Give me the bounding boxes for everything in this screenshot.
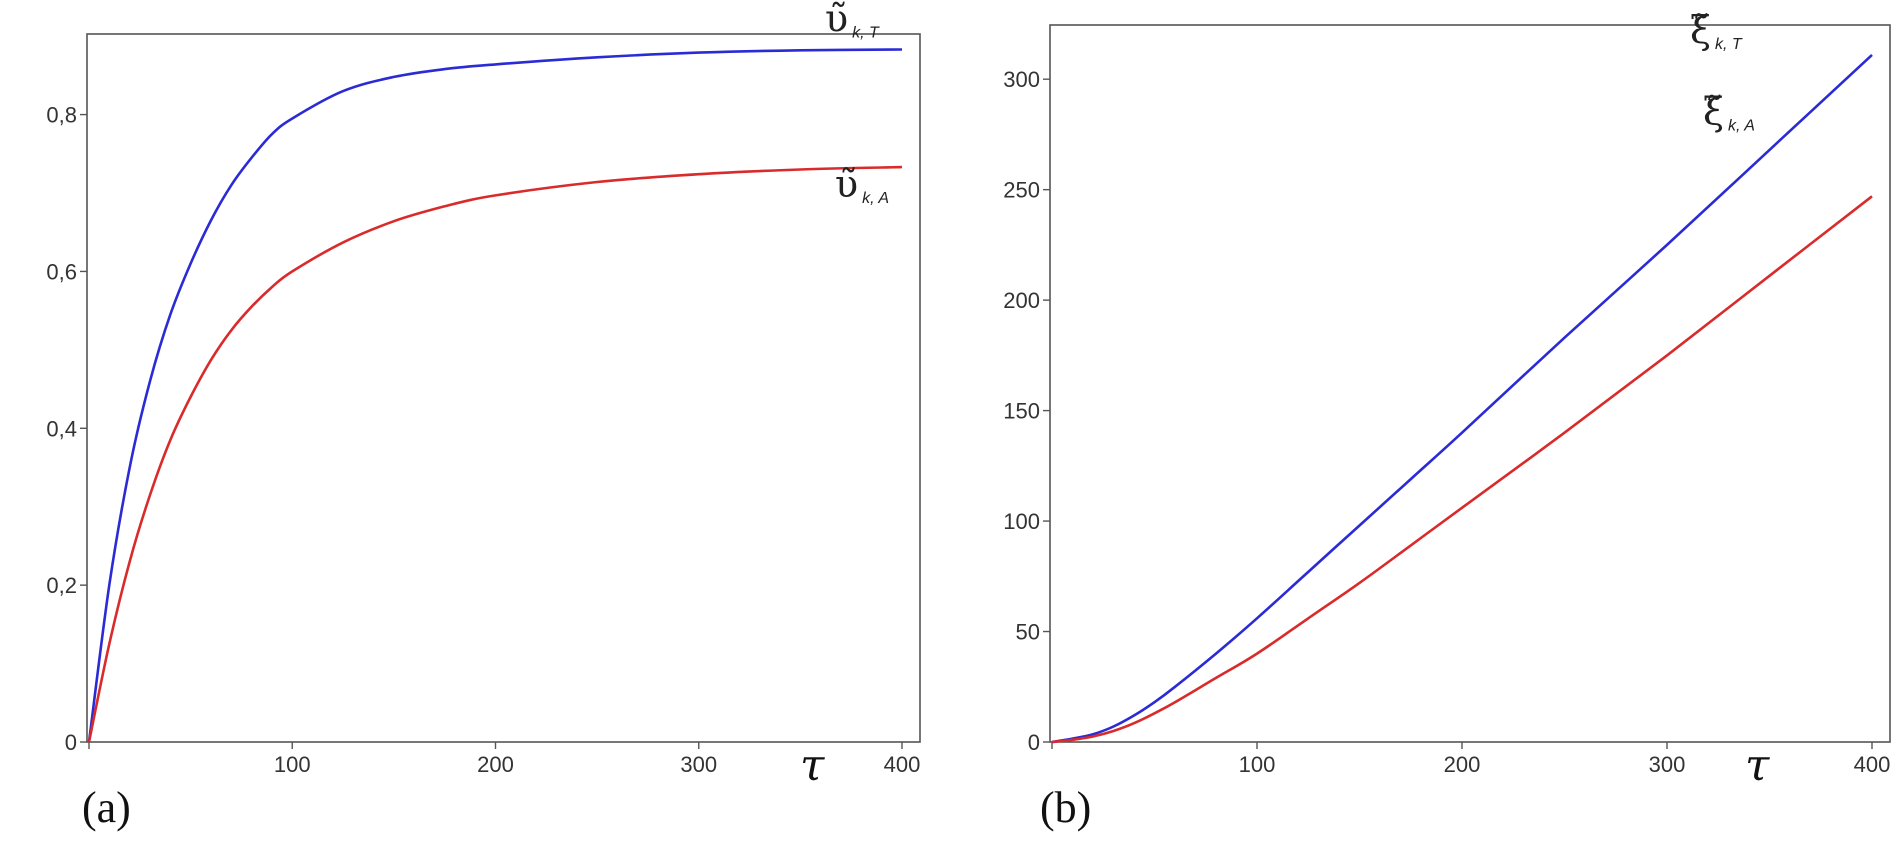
y-tick-label: 150 bbox=[1003, 399, 1040, 424]
y-tick-label: 0,4 bbox=[46, 416, 77, 441]
x-tick-label: 100 bbox=[1239, 752, 1276, 777]
y-tick-label: 0 bbox=[65, 730, 77, 755]
x-tick-label: 400 bbox=[884, 752, 921, 777]
y-tick-label: 200 bbox=[1003, 288, 1040, 313]
chart-panel-b: 0 50 100 150 200 250 300 100 200 300 400 τ (b) ξ̃ k, T… bbox=[1003, 8, 1891, 832]
series-label: υ̃ k, A bbox=[835, 162, 889, 207]
x-tick-label: 100 bbox=[274, 752, 311, 777]
y-tick-label: 250 bbox=[1003, 178, 1040, 203]
x-axis-label: τ bbox=[1745, 740, 1770, 791]
x-tick-label: 200 bbox=[477, 752, 514, 777]
x-tick-label: 200 bbox=[1444, 752, 1481, 777]
series-line-ka bbox=[87, 165, 903, 743]
plot-frame bbox=[86, 33, 921, 743]
plot-frame bbox=[1049, 24, 1891, 743]
series-line-kt bbox=[87, 48, 903, 743]
y-tick-label: 0,2 bbox=[46, 573, 77, 598]
x-axis-label: τ bbox=[800, 740, 825, 791]
y-tick-label: 300 bbox=[1003, 67, 1040, 92]
x-tick-label: 300 bbox=[1649, 752, 1686, 777]
panel-label: (b) bbox=[1040, 783, 1091, 832]
panel-label: (a) bbox=[82, 783, 131, 832]
x-tick-label: 400 bbox=[1854, 752, 1891, 777]
y-tick-label: 50 bbox=[1016, 620, 1040, 645]
series-label: ξ̃ k, A bbox=[1703, 89, 1755, 134]
series-label: υ̃ k, T bbox=[825, 0, 880, 41]
x-tick-label: 300 bbox=[680, 752, 717, 777]
series-line-ka bbox=[1051, 195, 1873, 744]
series-label: ξ̃ k, T bbox=[1690, 8, 1743, 53]
y-tick-label: 0,8 bbox=[46, 103, 77, 128]
chart-panel-a: 0 0,2 0,4 0,6 0,8 100 200 300 400 τ (a) υ̃ k, T υ̃ k, … bbox=[46, 0, 921, 832]
y-tick-label: 0,6 bbox=[46, 259, 77, 284]
series-line-kt bbox=[1051, 53, 1873, 744]
y-tick-label: 100 bbox=[1003, 509, 1040, 534]
y-tick-label: 0 bbox=[1028, 730, 1040, 755]
